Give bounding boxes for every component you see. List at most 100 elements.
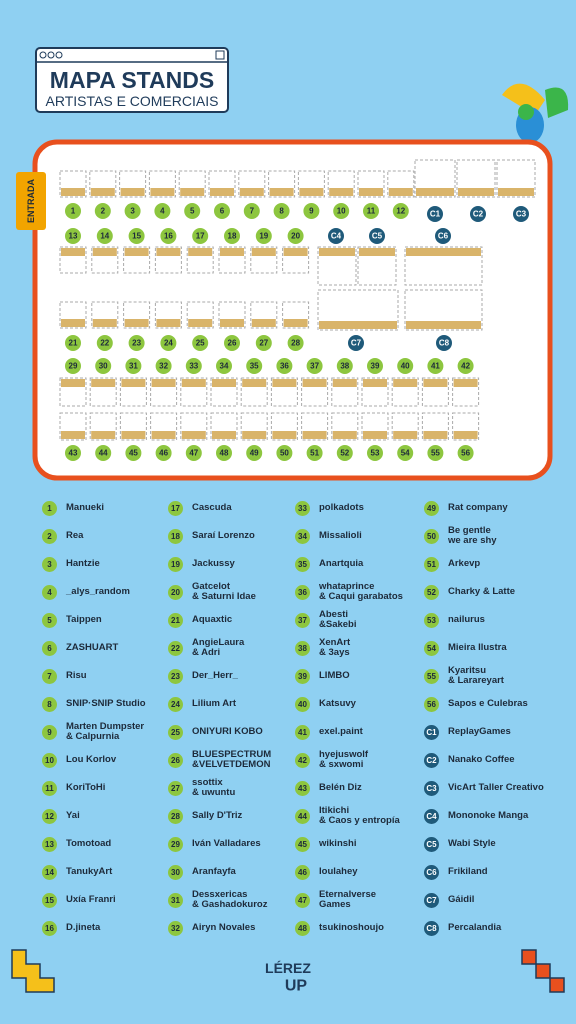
stand-table: [156, 248, 181, 256]
legend-name: Lou Korlov: [66, 754, 117, 765]
stand-badge: [457, 445, 474, 461]
stand-badge: [255, 228, 272, 244]
stand-number: 18: [228, 232, 237, 241]
stand-table: [120, 188, 145, 196]
entrance-tab: [16, 172, 46, 230]
legend-item: 8 SNIP·SNIP Studio: [42, 691, 146, 717]
legend-badge: 33: [295, 500, 310, 516]
stand-badge: [128, 335, 145, 351]
legend-item: 49 Rat company: [424, 495, 508, 521]
legend-item: 43 Belén Diz: [295, 775, 362, 801]
legend-name: VicArt Taller Creativo: [448, 782, 544, 793]
legend-badge: 14: [42, 864, 57, 880]
stand-number: C4: [331, 232, 342, 241]
legend-item: C5 Wabi Style: [424, 831, 496, 857]
legend-item: 5 Taippen: [42, 607, 102, 633]
legend-name: Aranfayfa: [192, 866, 236, 877]
legend-name: Sapos e Culebras: [448, 698, 528, 709]
legend-item: 2 Rea: [42, 523, 83, 549]
stand-number: 41: [431, 362, 440, 371]
stand-badge: [470, 206, 486, 222]
legend-item: 3 Hantzie: [42, 551, 100, 577]
stand-table: [61, 248, 85, 256]
legend-badge: 23: [168, 668, 183, 684]
stand-number: 36: [280, 362, 289, 371]
legend-badge: 37: [295, 612, 310, 628]
stand-number: 13: [69, 232, 78, 241]
legend-item: 34 Missalioli: [295, 523, 362, 549]
stand-badge: [94, 203, 111, 219]
stand-number: 26: [228, 339, 237, 348]
stand-badge: [333, 203, 350, 219]
subtitle: ARTISTAS E COMERCIAIS: [46, 93, 219, 109]
stand-number: 12: [396, 207, 405, 216]
stand-number: 54: [401, 449, 410, 458]
legend-name: Gáidil: [448, 894, 475, 905]
stand-table: [151, 431, 176, 439]
legend-name: Aquaxtic: [192, 614, 233, 625]
stand-number: 51: [310, 449, 319, 458]
stand-table: [302, 431, 327, 439]
legend-badge: 4: [42, 584, 57, 600]
stand-number: C2: [473, 210, 484, 219]
stand-badge: [154, 203, 171, 219]
legend-item: 39 LIMBO: [295, 663, 350, 689]
stand-table: [416, 188, 454, 196]
stand-badge: [276, 445, 293, 461]
legend-badge: 32: [168, 920, 183, 936]
legend-name: Tomotoad: [66, 838, 112, 849]
stand-badge: [243, 203, 260, 219]
legend-badge: 42: [295, 752, 310, 768]
legend-badge: 40: [295, 696, 310, 712]
legend-badge: 24: [168, 696, 183, 712]
legend-item: 15 Uxía Franri: [42, 887, 116, 913]
stand-badge: [348, 335, 364, 351]
legend-name: Wabi Style: [448, 838, 496, 849]
stand-number: 22: [100, 339, 109, 348]
legend-name: Taippen: [66, 614, 102, 625]
legend-item: C1 ReplayGames: [424, 719, 511, 745]
stand-table: [319, 321, 397, 329]
stand-table: [61, 188, 85, 196]
stand-number: 40: [401, 362, 410, 371]
stand-table: [210, 188, 234, 196]
legend-name: Katsuvy: [319, 698, 356, 709]
stand-number: 44: [99, 449, 108, 458]
legend-badge: C2: [424, 752, 439, 768]
stand-number: 55: [431, 449, 440, 458]
legend-name: Mononoke Manga: [448, 810, 529, 821]
stand-badge: [367, 358, 383, 374]
stand-badge: [436, 335, 452, 351]
legend-name: AngieLaura & Adri: [192, 637, 245, 658]
legend-name: Uxía Franri: [66, 894, 116, 905]
stand-badge: [184, 203, 201, 219]
legend-item: 50 Be gentle we are shy: [424, 523, 497, 549]
stand-number: 7: [250, 207, 255, 216]
stand-table: [92, 319, 117, 327]
legend-name: Saraí Lorenzo: [192, 530, 255, 541]
stand-number: 28: [291, 339, 300, 348]
stand-badge: [65, 445, 81, 461]
legend-badge: 20: [168, 584, 183, 600]
legend-badge: 11: [42, 780, 57, 796]
stand-table: [121, 379, 146, 387]
stand-table: [359, 248, 395, 256]
legend-item: 10 Lou Korlov: [42, 747, 116, 773]
legend-badge: 26: [168, 752, 183, 768]
legend-badge: 29: [168, 836, 183, 852]
legend-name: KoriToHi: [66, 782, 106, 793]
stand-badge: [336, 445, 353, 461]
legend-name: wikinshi: [319, 838, 357, 849]
legend-item: C2 Nanako Coffee: [424, 747, 515, 773]
legend-item: 44 Itikichi & Caos y entropía: [295, 803, 400, 829]
legend-name: Mieira Ilustra: [448, 642, 507, 653]
legend-item: 27 ssottix & uwuntu: [168, 775, 235, 801]
stand-number: 24: [164, 339, 173, 348]
legend-name: D.jineta: [66, 922, 101, 933]
legend-item: 13 Tomotoad: [42, 831, 111, 857]
stand-badge: [155, 358, 172, 374]
legend-name: Rat company: [448, 502, 508, 513]
stand-badge: [96, 335, 113, 351]
legend-name: ReplayGames: [448, 726, 511, 737]
